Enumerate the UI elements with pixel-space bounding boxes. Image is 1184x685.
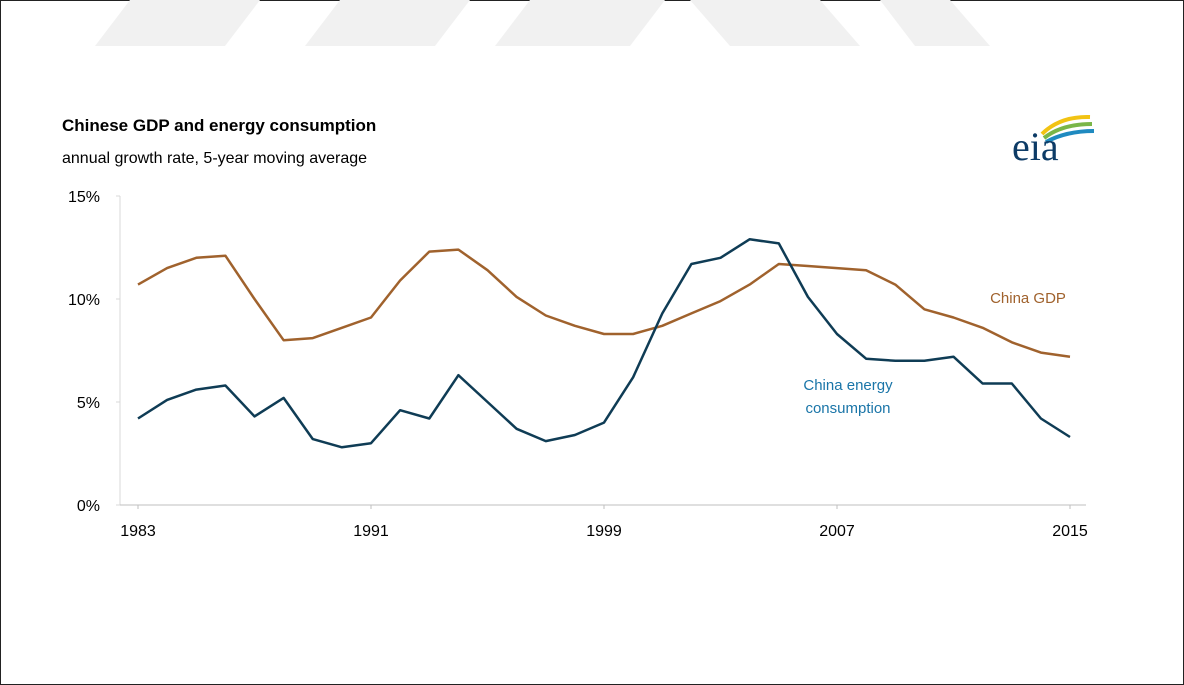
y-tick-label: 15% <box>68 189 100 206</box>
y-tick-label: 0% <box>77 498 100 515</box>
x-tick-label: 2007 <box>819 523 855 540</box>
y-tick-label: 5% <box>77 395 100 412</box>
watermark <box>95 0 990 46</box>
eia-logo: eia <box>1012 114 1095 169</box>
y-tick-label: 10% <box>68 292 100 309</box>
chart-subtitle: annual growth rate, 5-year moving averag… <box>62 150 367 167</box>
x-tick-label: 1983 <box>120 523 156 540</box>
logo-text: eia <box>1012 124 1059 169</box>
x-tick-label: 1999 <box>586 523 622 540</box>
series-line <box>137 238 1071 449</box>
series-line <box>137 248 1071 358</box>
x-tick-label: 1991 <box>353 523 389 540</box>
series-label: China energy consumption <box>803 377 893 417</box>
series-label: China GDP <box>990 290 1066 307</box>
chart-title: Chinese GDP and energy consumption <box>62 116 376 135</box>
x-tick-label: 2015 <box>1052 523 1088 540</box>
